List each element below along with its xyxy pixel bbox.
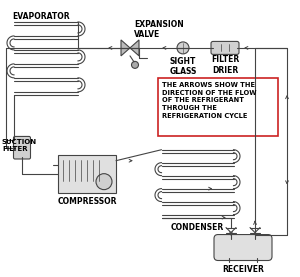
Text: COMPRESSOR: COMPRESSOR xyxy=(57,197,117,206)
Circle shape xyxy=(177,42,189,54)
Circle shape xyxy=(131,61,139,68)
Text: EXPANSION
VALVE: EXPANSION VALVE xyxy=(134,20,184,39)
Text: SUCTION
FILTER: SUCTION FILTER xyxy=(2,139,37,152)
FancyBboxPatch shape xyxy=(211,42,239,54)
Text: FILTER
DRIER: FILTER DRIER xyxy=(211,55,239,75)
Bar xyxy=(58,155,116,193)
Text: SIGHT
GLASS: SIGHT GLASS xyxy=(169,57,197,76)
Circle shape xyxy=(96,174,112,190)
FancyBboxPatch shape xyxy=(214,235,272,260)
Polygon shape xyxy=(130,40,139,56)
Text: RECEIVER: RECEIVER xyxy=(222,265,264,275)
FancyBboxPatch shape xyxy=(158,78,278,136)
Text: CONDENSER: CONDENSER xyxy=(171,223,224,232)
FancyBboxPatch shape xyxy=(14,137,31,159)
Polygon shape xyxy=(121,40,130,56)
Text: EVAPORATOR: EVAPORATOR xyxy=(12,12,70,21)
Text: THE ARROWS SHOW THE
DIRECTION OF THE FLOW
OF THE REFRIGERANT
THROUGH THE
REFRIGE: THE ARROWS SHOW THE DIRECTION OF THE FLO… xyxy=(162,82,256,119)
